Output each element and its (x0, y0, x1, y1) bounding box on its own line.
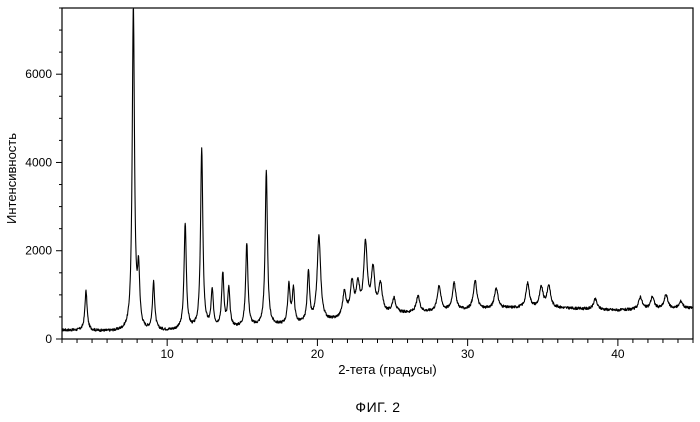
x-tick-label: 40 (611, 347, 625, 361)
y-tick-label: 4000 (25, 155, 52, 169)
x-tick-label: 10 (160, 347, 174, 361)
plot-frame (62, 8, 693, 339)
diffraction-line (62, 9, 693, 332)
x-tick-label: 30 (461, 347, 475, 361)
y-tick-label: 0 (45, 332, 52, 346)
x-axis-label: 2-тета (градусы) (338, 362, 436, 377)
y-ticks: 0 2000 4000 6000 (25, 8, 62, 346)
x-ticks: 10 20 30 40 (62, 339, 693, 361)
x-tick-label: 20 (311, 347, 325, 361)
y-tick-label: 2000 (25, 244, 52, 258)
y-tick-label: 6000 (25, 67, 52, 81)
figure-caption: ФИГ. 2 (355, 399, 400, 415)
y-axis-label: Интенсивность (4, 133, 19, 224)
